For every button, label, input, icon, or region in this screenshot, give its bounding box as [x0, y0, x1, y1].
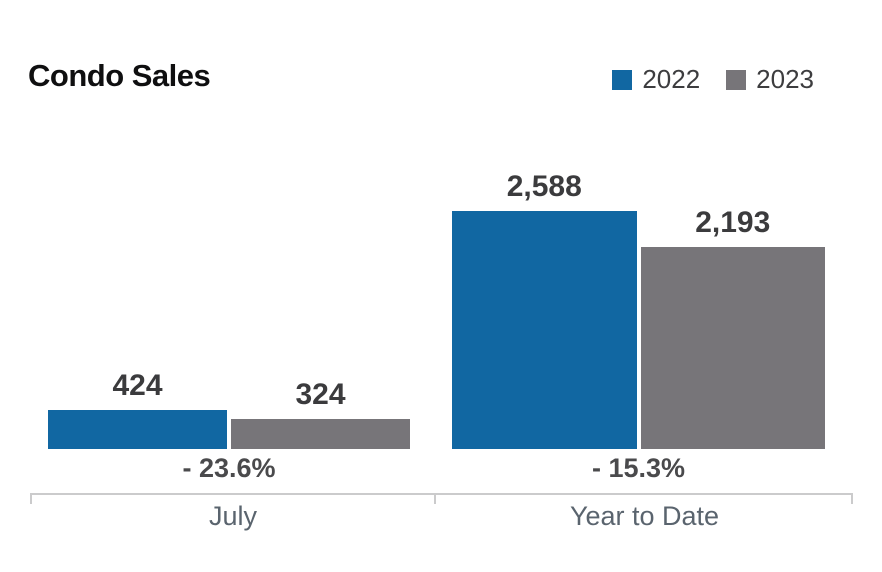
plot-area: 424 324 - 23.6% 2,588 2,193: [30, 170, 853, 483]
axis-tick-right: [851, 495, 853, 504]
bars-ytd: 2,588 2,193: [452, 170, 825, 449]
value-label-ytd-2022: 2,588: [506, 170, 582, 203]
bar-col-ytd-2023: 2,193: [640, 206, 825, 449]
bar-group-july: 424 324 - 23.6%: [48, 170, 410, 483]
category-label-ytd: Year to Date: [569, 501, 720, 531]
bar-col-july-2022: 424: [48, 369, 227, 449]
chart-title: Condo Sales: [28, 58, 211, 93]
legend-item-2023: 2023: [726, 64, 814, 95]
legend-label-2022: 2022: [642, 64, 701, 94]
legend: 2022 2023: [612, 64, 814, 95]
bar-col-ytd-2022: 2,588: [452, 170, 637, 449]
bar-ytd-2023: [640, 247, 825, 449]
bar-col-july-2023: 324: [231, 378, 410, 449]
value-label-july-2022: 424: [112, 369, 163, 402]
category-label-july: July: [208, 501, 257, 531]
value-label-ytd-2023: 2,193: [695, 206, 771, 239]
legend-label-2023: 2023: [756, 64, 814, 94]
bar-group-ytd: 2,588 2,193 - 15.3%: [452, 170, 825, 483]
bars-july: 424 324: [48, 170, 410, 449]
legend-swatch-2023: [726, 69, 747, 90]
legend-item-2022: 2022: [612, 64, 700, 95]
legend-swatch-2022: [612, 69, 633, 90]
axis-tick-left: [30, 495, 32, 504]
axis-tick-middle: [434, 495, 436, 504]
x-axis-line: [30, 493, 853, 504]
bar-ytd-2022: [452, 211, 637, 449]
bar-july-2023: [231, 419, 410, 449]
change-label-july: - 23.6%: [182, 453, 276, 483]
value-label-july-2023: 324: [295, 378, 346, 411]
change-label-ytd: - 15.3%: [591, 453, 686, 483]
bar-july-2022: [48, 410, 227, 449]
